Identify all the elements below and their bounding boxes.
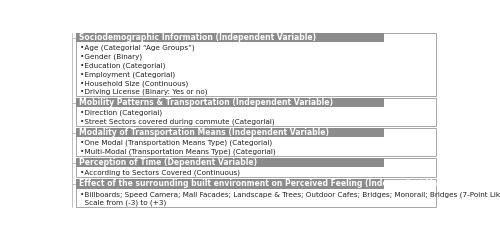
Text: •Street Sectors covered during commute (Categorial): •Street Sectors covered during commute (… xyxy=(80,119,274,125)
Bar xyxy=(76,179,436,207)
Text: Perception of Time (Dependent Variable): Perception of Time (Dependent Variable) xyxy=(79,158,257,167)
Text: •Direction (Categorial): •Direction (Categorial) xyxy=(80,110,162,117)
Text: Modality of Transportation Means (Independent Variable): Modality of Transportation Means (Indepe… xyxy=(79,128,329,137)
Text: •Age (Categorial “Age Groups”): •Age (Categorial “Age Groups”) xyxy=(80,45,194,51)
Text: •Employment (Categorial): •Employment (Categorial) xyxy=(80,71,175,78)
Bar xyxy=(76,33,436,96)
Text: Sociodemographic Information (Independent Variable): Sociodemographic Information (Independen… xyxy=(79,33,316,42)
Bar xyxy=(76,158,436,177)
Bar xyxy=(76,158,384,167)
Text: Scale from (-3) to (+3): Scale from (-3) to (+3) xyxy=(80,200,166,206)
Text: •Gender (Binary): •Gender (Binary) xyxy=(80,54,142,60)
Text: Effect of the surrounding built environment on Perceived Feeling (Independent Va: Effect of the surrounding built environm… xyxy=(79,179,466,188)
Text: •Driving License (Binary: Yes or no): •Driving License (Binary: Yes or no) xyxy=(80,89,208,95)
Text: Mobility Patterns & Transportation (Independent Variable): Mobility Patterns & Transportation (Inde… xyxy=(79,98,333,107)
Bar xyxy=(76,33,384,42)
Text: •Billboards; Speed Camera; Mall Facades; Landscape & Trees; Outdoor Cafes; Bridg: •Billboards; Speed Camera; Mall Facades;… xyxy=(80,191,500,198)
Bar xyxy=(76,128,436,156)
Text: •One Modal (Transportation Means Type) (Categorial): •One Modal (Transportation Means Type) (… xyxy=(80,140,272,147)
Bar xyxy=(76,128,384,137)
Text: •According to Sectors Covered (Continuous): •According to Sectors Covered (Continuou… xyxy=(80,170,240,177)
Bar xyxy=(76,98,436,126)
Bar xyxy=(76,179,384,189)
Text: •Education (Categorial): •Education (Categorial) xyxy=(80,63,166,69)
Bar xyxy=(76,98,384,107)
Text: •Multi-Modal (Transportation Means Type) (Categorial): •Multi-Modal (Transportation Means Type)… xyxy=(80,149,276,155)
Text: •Household Size (Continuous): •Household Size (Continuous) xyxy=(80,80,188,87)
